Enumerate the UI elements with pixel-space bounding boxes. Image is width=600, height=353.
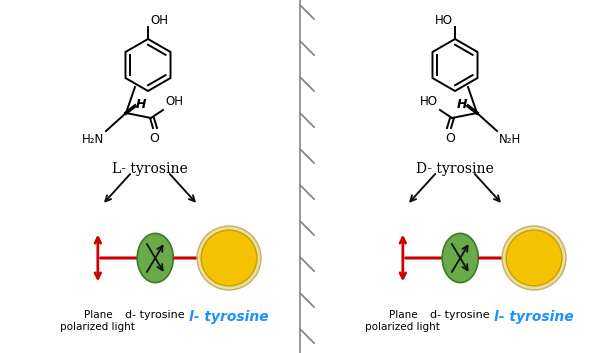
Circle shape — [201, 230, 257, 286]
Text: d- tyrosine: d- tyrosine — [125, 310, 185, 320]
Text: N₂H: N₂H — [499, 133, 521, 146]
Text: L- tyrosine: L- tyrosine — [112, 162, 188, 176]
Circle shape — [197, 226, 261, 290]
Text: OH: OH — [150, 14, 168, 28]
Text: HO: HO — [435, 14, 453, 28]
Text: D- tyrosine: D- tyrosine — [416, 162, 494, 176]
Text: HO: HO — [420, 95, 438, 108]
Text: H₂N: H₂N — [82, 133, 104, 146]
Ellipse shape — [137, 233, 173, 283]
Circle shape — [502, 226, 566, 290]
Text: Plane
polarized light: Plane polarized light — [365, 310, 440, 331]
Text: O: O — [149, 132, 159, 145]
Text: l- tyrosine: l- tyrosine — [189, 310, 269, 324]
Text: H: H — [136, 98, 146, 112]
Text: l- tyrosine: l- tyrosine — [494, 310, 574, 324]
Text: d- tyrosine: d- tyrosine — [430, 310, 490, 320]
Text: Plane
polarized light: Plane polarized light — [61, 310, 135, 331]
Ellipse shape — [442, 233, 478, 283]
Text: H: H — [457, 98, 467, 112]
Circle shape — [506, 230, 562, 286]
Text: OH: OH — [165, 95, 183, 108]
Text: O: O — [445, 132, 455, 145]
